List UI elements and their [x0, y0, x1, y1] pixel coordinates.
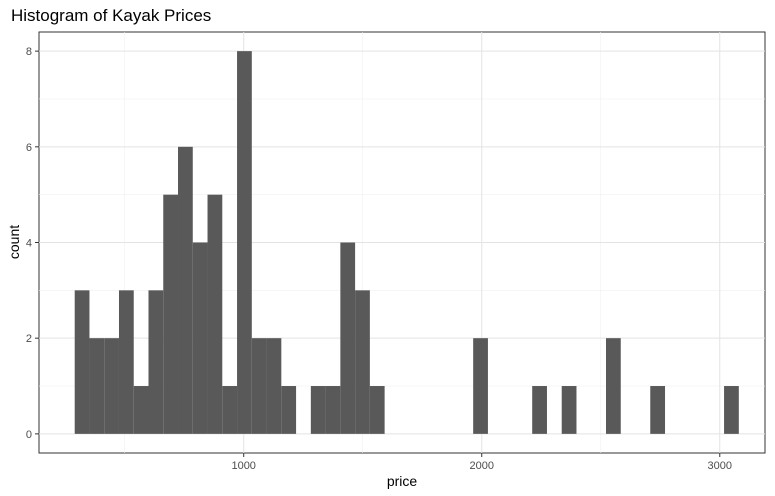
histogram-bar	[74, 290, 90, 434]
histogram-bar	[104, 338, 119, 434]
histogram-bar	[724, 386, 739, 434]
histogram-bar	[281, 386, 297, 434]
x-tick-label: 1000	[231, 460, 255, 472]
histogram-bar	[325, 386, 341, 434]
histogram-bars	[74, 51, 739, 434]
histogram-bar	[148, 290, 164, 434]
histogram-bar	[192, 242, 208, 434]
histogram-bar	[266, 338, 282, 434]
histogram-bar	[605, 338, 621, 434]
y-tick-label: 2	[26, 333, 32, 345]
axis-ticks: 1000 2000 3000 0 2 4 6 8	[26, 46, 732, 472]
x-tick-label: 2000	[469, 460, 493, 472]
y-tick-label: 6	[26, 142, 32, 154]
x-axis-title: price	[387, 473, 418, 489]
histogram-bar	[118, 290, 134, 434]
histogram-bar	[207, 194, 223, 434]
histogram-bar	[222, 386, 238, 434]
x-tick-label: 3000	[708, 460, 732, 472]
y-axis-title: count	[6, 225, 22, 259]
histogram-bar	[310, 386, 326, 434]
histogram-bar	[369, 386, 385, 434]
histogram-bar	[650, 386, 666, 434]
histogram-bar	[89, 338, 105, 434]
y-tick-label: 0	[26, 429, 32, 441]
histogram-bar	[237, 51, 252, 434]
histogram-bar	[355, 290, 370, 434]
histogram-bar	[163, 194, 179, 434]
chart-title: Histogram of Kayak Prices	[11, 6, 212, 25]
histogram-bar	[178, 146, 193, 434]
histogram-bar	[473, 338, 488, 434]
histogram-bar	[340, 242, 356, 434]
histogram-bar	[251, 338, 267, 434]
histogram-bar	[561, 386, 577, 434]
y-tick-label: 8	[26, 46, 32, 58]
histogram-bar	[532, 386, 547, 434]
y-tick-label: 4	[26, 238, 32, 250]
histogram-bar	[133, 386, 149, 434]
